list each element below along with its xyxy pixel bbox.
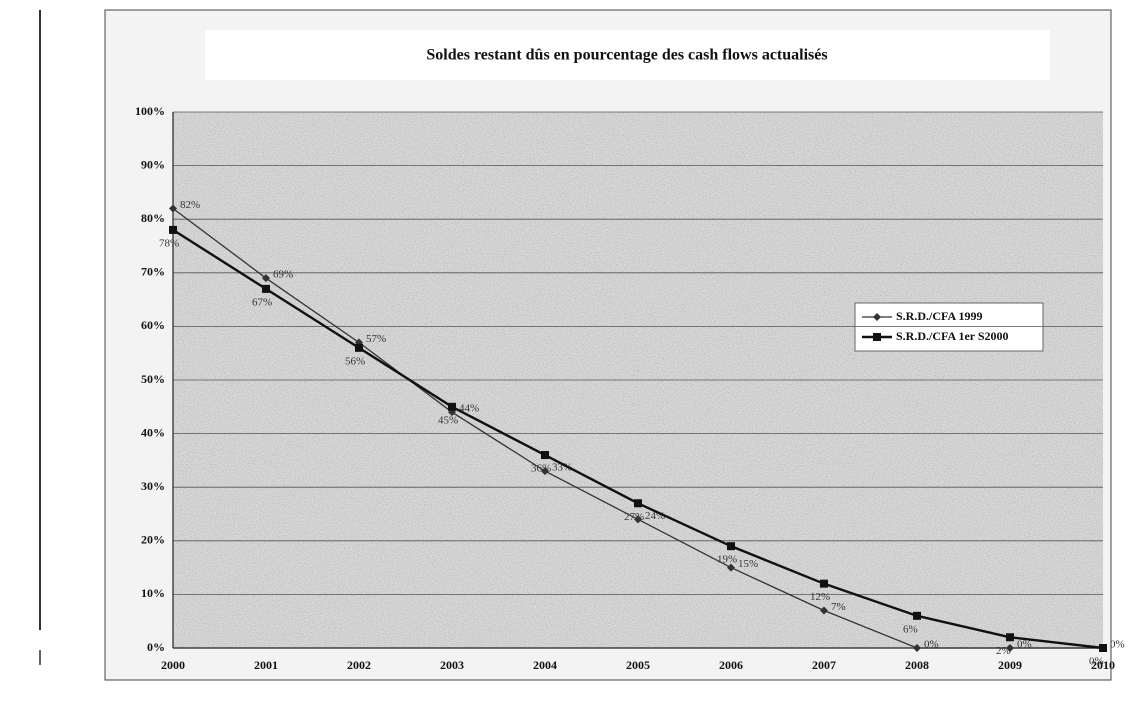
y-tick-label: 30%: [141, 479, 165, 493]
value-label: 27%: [624, 511, 644, 523]
value-label: 45%: [438, 414, 458, 426]
x-tick-label: 2004: [533, 658, 557, 672]
value-label: 6%: [903, 623, 918, 635]
marker: [1006, 644, 1014, 652]
marker: [913, 644, 921, 652]
value-label: 44%: [459, 403, 479, 415]
y-tick-label: 60%: [141, 318, 165, 332]
value-label: 2%: [996, 645, 1011, 657]
marker: [727, 542, 735, 551]
marker: [820, 606, 828, 615]
marker: [873, 313, 881, 321]
y-tick-label: 0%: [147, 640, 165, 654]
x-tick-label: 2000: [161, 658, 185, 672]
value-label: 0%: [1110, 639, 1125, 651]
x-tick-label: 2003: [440, 658, 464, 672]
value-label: 19%: [717, 554, 737, 566]
value-label: 78%: [159, 237, 179, 249]
marker: [262, 284, 270, 293]
marker: [541, 451, 549, 460]
legend: S.R.D./CFA 1999 S.R.D./CFA 1er S2000: [854, 302, 1044, 352]
value-label: 0%: [1089, 656, 1104, 668]
y-tick-label: 40%: [141, 425, 165, 439]
value-label: 15%: [738, 558, 758, 570]
x-tick-label: 2009: [998, 658, 1022, 672]
x-tick-label: 2006: [719, 658, 743, 672]
marker: [913, 611, 921, 620]
value-label: 56%: [345, 355, 365, 367]
y-tick-label: 20%: [141, 533, 165, 547]
title-box: [205, 30, 1050, 80]
marker: [355, 343, 363, 352]
x-tick-label: 2010: [1091, 658, 1115, 672]
y-tick-label: 100%: [135, 104, 165, 118]
value-label: 69%: [273, 269, 293, 281]
value-label: 7%: [831, 601, 846, 613]
value-label: 33%: [552, 462, 572, 474]
value-label: 82%: [180, 199, 200, 211]
legend-label: S.R.D./CFA 1er S2000: [896, 329, 1009, 343]
marker: [634, 499, 642, 508]
legend-label: S.R.D./CFA 1999: [896, 309, 982, 323]
x-tick-label: 2008: [905, 658, 929, 672]
marker: [1099, 644, 1107, 652]
marker: [169, 225, 177, 234]
y-tick-label: 10%: [141, 586, 165, 600]
marker: [820, 579, 828, 588]
value-label: 57%: [366, 333, 386, 345]
marker: [541, 467, 549, 476]
y-tick-label: 50%: [141, 372, 165, 386]
marker: [634, 515, 642, 524]
y-tick-label: 80%: [141, 211, 165, 225]
chart-title: Soldes restant dûs en pourcentage des ca…: [426, 47, 827, 64]
value-label: 0%: [1017, 639, 1032, 651]
value-label: 0%: [924, 639, 939, 651]
y-tick-label: 70%: [141, 265, 165, 279]
x-tick-label: 2007: [812, 658, 836, 672]
x-tick-label: 2001: [254, 658, 278, 672]
legend-box: [854, 302, 1044, 352]
value-label: 36%: [531, 463, 551, 475]
marker: [262, 274, 270, 283]
value-label: 67%: [252, 296, 272, 308]
x-tick-label: 2005: [626, 658, 650, 672]
marker: [448, 402, 456, 411]
marker: [727, 563, 735, 572]
value-label: 12%: [810, 591, 830, 603]
marker: [1006, 633, 1014, 642]
x-tick-label: 2002: [347, 658, 371, 672]
y-tick-label: 90%: [141, 157, 165, 171]
marker: [169, 204, 177, 213]
marker: [873, 333, 881, 341]
